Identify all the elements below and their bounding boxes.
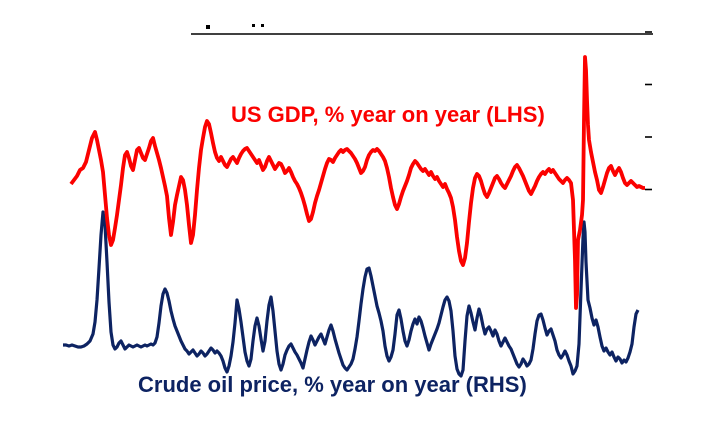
gdp-line xyxy=(69,55,645,310)
cropped-text-speck xyxy=(252,24,255,27)
cropped-text-speck xyxy=(206,25,210,29)
gdp-series-label: US GDP, % year on year (LHS) xyxy=(231,102,545,127)
oil-line xyxy=(63,210,640,378)
oil-series-label: Crude oil price, % year on year (RHS) xyxy=(138,372,527,397)
cropped-text-speck xyxy=(261,24,264,27)
